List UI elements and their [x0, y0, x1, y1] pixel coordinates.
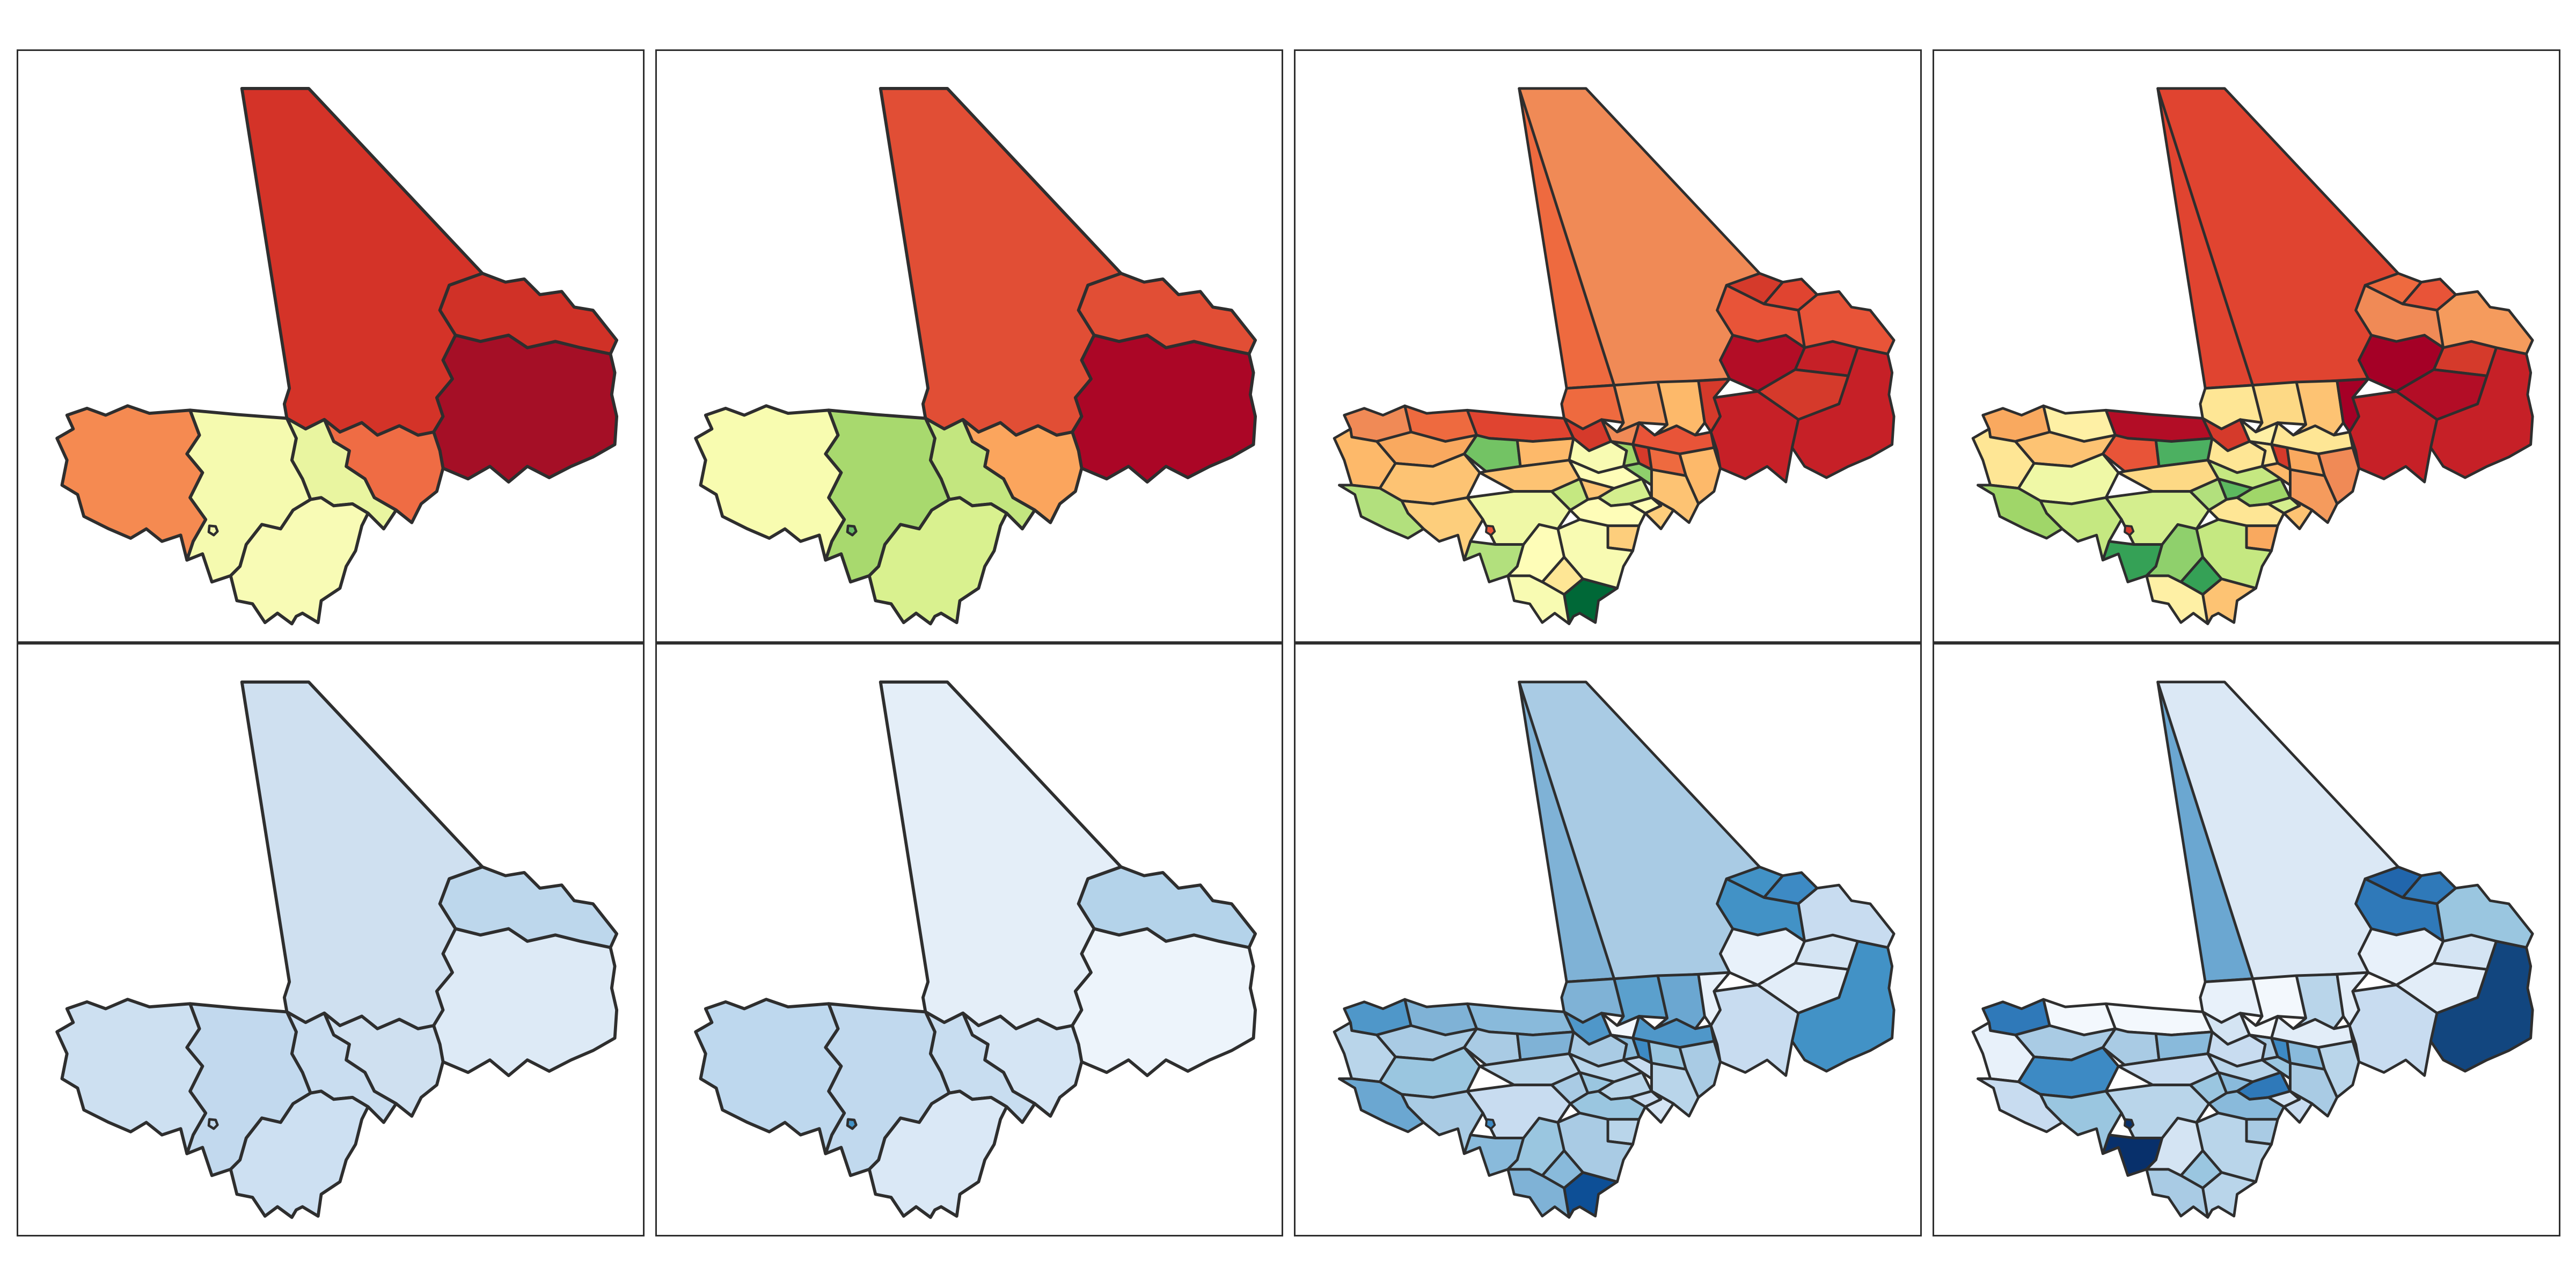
mali-map-admin1-rdylgn [55, 86, 619, 626]
map-panel-admin1-rdylgn-a [17, 49, 645, 643]
region-tombouctou [240, 86, 484, 437]
region-bamako [207, 524, 219, 537]
region-gao [1071, 333, 1257, 484]
region-sikasso [867, 496, 1008, 626]
region-kayes [55, 404, 208, 562]
region-bamako [1485, 524, 1496, 537]
region-bamako [1485, 1118, 1496, 1130]
region-tominian [1644, 496, 1675, 530]
mali-map-admin1-blues [55, 680, 619, 1219]
region-tombouctou [240, 680, 484, 1030]
region-kenieba [1338, 1077, 1425, 1133]
region-kenieba [1338, 484, 1425, 540]
region-kolondieba [2145, 1168, 2209, 1219]
region-ansongo [1709, 983, 1800, 1077]
region-menaka [1790, 940, 1896, 1073]
region-gao [432, 333, 619, 484]
region-bankass [1650, 1062, 1700, 1118]
region-kayes [55, 998, 208, 1155]
map-panel-admin1-blues-b [655, 643, 1283, 1236]
region-bamako [846, 524, 858, 537]
region-koutiala [2207, 496, 2286, 528]
region-sikasso [229, 1089, 370, 1219]
mali-map-admin2-blues [1333, 680, 1896, 1219]
region-bamako [207, 1118, 219, 1130]
map-panel-admin2-rdylgn-a [1294, 49, 1922, 643]
region-bamako [2124, 524, 2135, 537]
region-kayes [694, 404, 846, 562]
region-bougouni [1506, 1116, 1565, 1177]
map-panel-admin1-blues-a [17, 643, 645, 1236]
region-tominian [1644, 1089, 1675, 1124]
region-kolondieba [2145, 574, 2209, 625]
region-koutiala [1569, 496, 1647, 528]
region-bougouni [2145, 523, 2204, 583]
mali-map-admin2-blues [1971, 680, 2534, 1219]
region-bamako [2124, 1118, 2135, 1130]
region-ansongo [2348, 983, 2439, 1077]
region-bougouni [1506, 523, 1565, 583]
region-menaka [2429, 346, 2534, 479]
region-ansongo [2348, 390, 2439, 484]
region-kolondieba [1506, 574, 1571, 625]
region-bankass [2289, 468, 2339, 524]
mali-map-admin1-rdylgn [694, 86, 1257, 626]
region-tominian [2282, 496, 2314, 530]
region-kolondieba [1506, 1168, 1571, 1219]
region-koutiala [1569, 1089, 1647, 1121]
region-menaka [2429, 940, 2534, 1073]
region-gao [1071, 927, 1257, 1078]
region-ansongo [1709, 390, 1800, 484]
map-panel-admin2-rdylgn-b [1933, 49, 2560, 643]
region-sikasso [867, 1089, 1008, 1219]
region-bankass [2289, 1062, 2339, 1118]
region-bougouni [2145, 1116, 2204, 1177]
map-panel-admin2-blues-b [1933, 643, 2560, 1236]
mali-map-admin1-blues [694, 680, 1257, 1219]
region-koutiala [2207, 1089, 2286, 1121]
region-kenieba [1977, 1077, 2064, 1133]
map-grid [17, 49, 2560, 1236]
map-panel-admin2-blues-a [1294, 643, 1922, 1236]
region-kenieba [1977, 484, 2064, 540]
map-row-bottom [17, 643, 2560, 1236]
region-gao [432, 927, 619, 1078]
mali-map-admin2-rdylgn [1333, 87, 1896, 625]
region-kayes [694, 998, 846, 1155]
region-bankass [1650, 468, 1700, 524]
map-row-top [17, 49, 2560, 643]
region-menaka [1790, 346, 1896, 479]
region-tominian [2282, 1089, 2314, 1124]
region-bamako [846, 1118, 858, 1130]
region-sikasso [229, 496, 370, 626]
mali-map-admin2-rdylgn [1971, 87, 2534, 625]
region-tombouctou [879, 86, 1123, 437]
map-panel-admin1-rdylgn-b [655, 49, 1283, 643]
region-tombouctou [879, 680, 1123, 1030]
